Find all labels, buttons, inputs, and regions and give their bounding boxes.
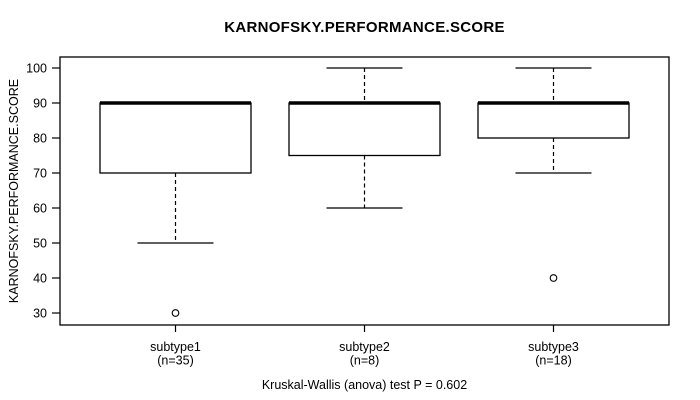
y-tick-label: 90 bbox=[33, 97, 47, 111]
x-group-n: (n=18) bbox=[535, 354, 571, 368]
stat-test-caption: Kruskal-Wallis (anova) test P = 0.602 bbox=[261, 378, 468, 392]
y-tick-label: 100 bbox=[26, 62, 47, 76]
x-group-label: subtype1 bbox=[150, 340, 201, 354]
x-group-label: subtype2 bbox=[339, 340, 390, 354]
y-tick-label: 80 bbox=[33, 132, 47, 146]
x-group-n: (n=8) bbox=[350, 354, 380, 368]
iqr-box bbox=[288, 102, 441, 157]
outlier-point bbox=[171, 309, 180, 317]
chart-title: KARNOFSKY.PERFORMANCE.SCORE bbox=[224, 19, 505, 36]
y-tick-label: 70 bbox=[33, 167, 47, 181]
x-group-label: subtype3 bbox=[528, 340, 579, 354]
iqr-box bbox=[477, 102, 630, 139]
outlier-point bbox=[549, 274, 558, 282]
y-tick-label: 60 bbox=[33, 202, 47, 216]
y-tick-label: 50 bbox=[33, 237, 47, 251]
y-tick-label: 40 bbox=[33, 272, 47, 286]
x-group-n: (n=35) bbox=[157, 354, 193, 368]
y-tick-label: 30 bbox=[33, 307, 47, 321]
iqr-box bbox=[99, 102, 252, 174]
